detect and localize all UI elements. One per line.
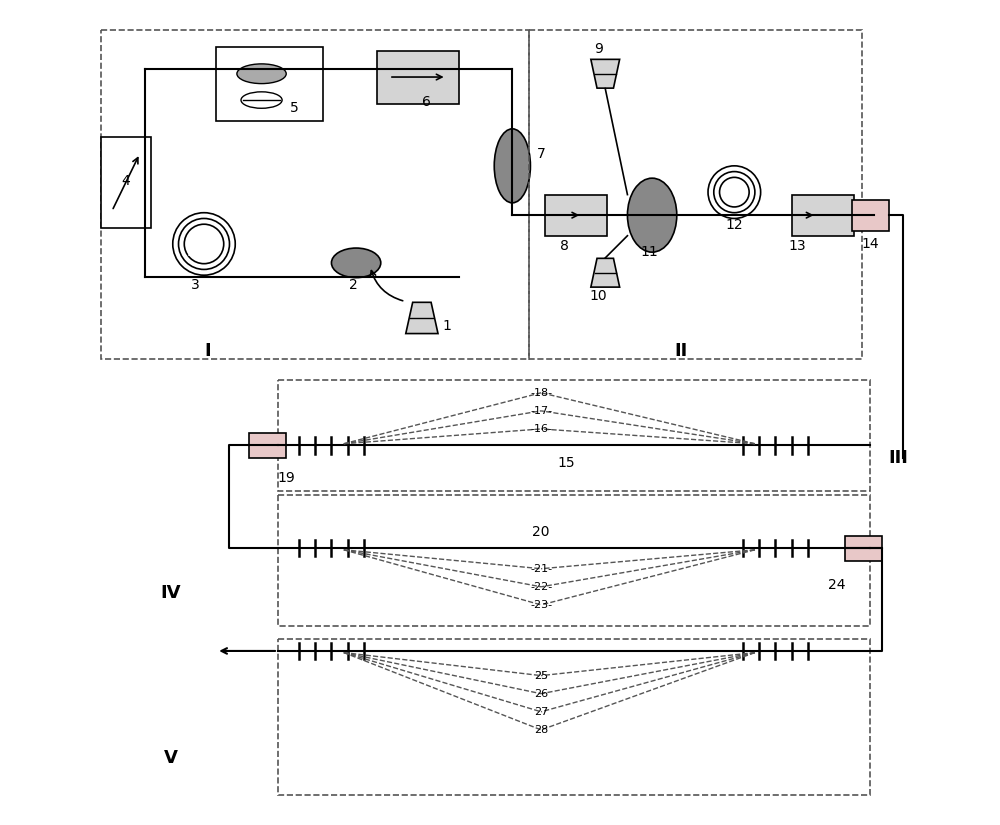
Polygon shape — [406, 302, 438, 333]
Bar — [278, 380, 870, 491]
Bar — [216, 46, 323, 120]
Bar — [845, 535, 882, 560]
Text: 28: 28 — [534, 725, 548, 735]
Text: 13: 13 — [789, 239, 806, 253]
Text: -17-: -17- — [530, 406, 552, 416]
Text: -21-: -21- — [530, 563, 552, 573]
Text: 15: 15 — [557, 456, 575, 470]
Text: -22-: -22- — [530, 582, 552, 592]
Text: 19: 19 — [277, 471, 295, 485]
Text: 8: 8 — [560, 239, 569, 253]
Text: II: II — [674, 342, 688, 360]
Text: V: V — [164, 749, 178, 766]
Text: -16-: -16- — [530, 424, 552, 434]
Bar — [545, 195, 607, 236]
Polygon shape — [591, 59, 620, 88]
Text: 12: 12 — [723, 183, 741, 197]
Text: -18-: -18- — [530, 388, 552, 398]
Text: 12: 12 — [726, 218, 743, 232]
Bar — [792, 195, 854, 236]
Text: 20: 20 — [532, 525, 550, 539]
Text: IV: IV — [161, 584, 181, 602]
Text: 6: 6 — [422, 95, 430, 109]
Text: 1: 1 — [442, 319, 451, 333]
Text: 4: 4 — [122, 173, 130, 187]
Text: 14: 14 — [861, 237, 879, 251]
Bar — [529, 31, 862, 359]
Text: 24: 24 — [828, 578, 846, 592]
Text: 25: 25 — [534, 671, 548, 681]
Ellipse shape — [627, 178, 677, 252]
Text: 3: 3 — [191, 278, 200, 292]
Text: 3: 3 — [187, 245, 196, 259]
Bar — [377, 50, 459, 104]
Bar — [101, 137, 151, 228]
Text: I: I — [205, 342, 211, 360]
Ellipse shape — [241, 92, 282, 108]
Text: 5: 5 — [290, 101, 299, 116]
Text: 11: 11 — [641, 245, 659, 259]
Ellipse shape — [331, 248, 381, 278]
Bar — [278, 639, 870, 794]
Text: 26: 26 — [534, 689, 548, 699]
Ellipse shape — [237, 64, 286, 83]
Text: III: III — [889, 449, 909, 467]
Text: 27: 27 — [534, 707, 548, 717]
Text: 25: 25 — [534, 671, 548, 681]
Text: -23-: -23- — [530, 600, 552, 610]
Ellipse shape — [494, 129, 530, 203]
Text: 9: 9 — [594, 42, 603, 56]
Text: 7: 7 — [537, 147, 545, 161]
Text: 10: 10 — [590, 289, 607, 303]
Text: 25: 25 — [534, 671, 548, 681]
Bar — [101, 31, 529, 359]
Polygon shape — [591, 258, 620, 287]
Bar — [852, 200, 889, 231]
Text: 2: 2 — [349, 278, 358, 292]
Bar — [278, 495, 870, 626]
Bar — [249, 433, 286, 458]
